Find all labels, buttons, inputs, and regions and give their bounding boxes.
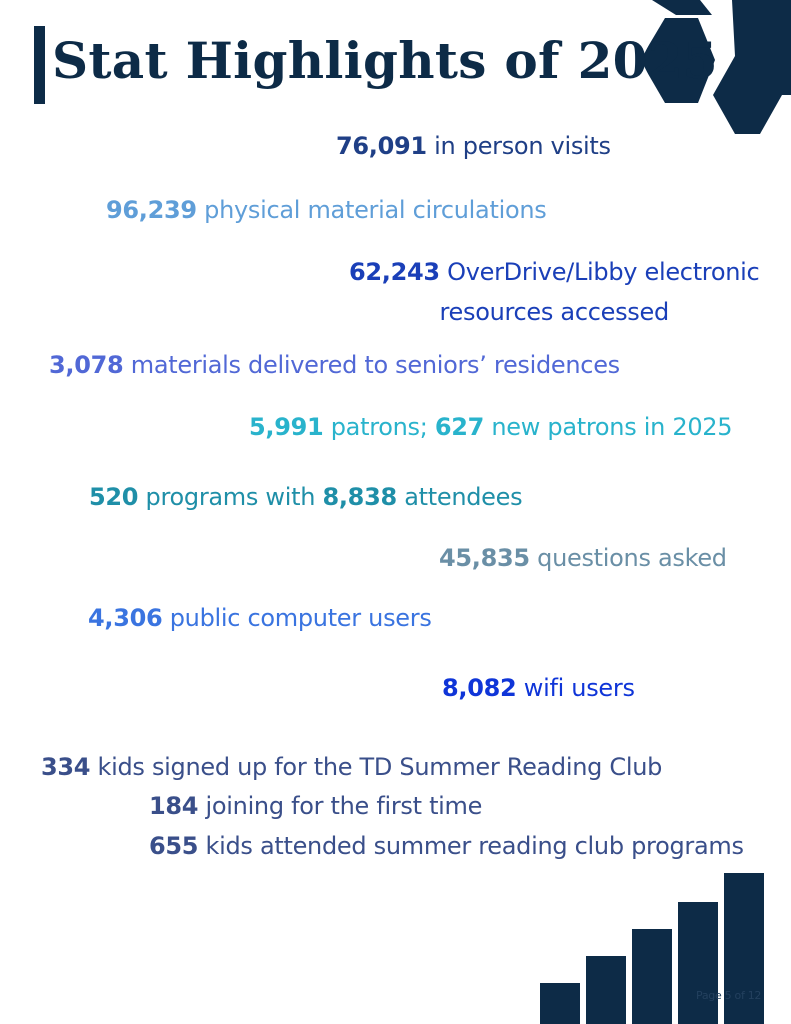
stat-label: new patrons in 2025 — [484, 413, 733, 441]
stat-label: patrons; — [323, 413, 435, 441]
stat-seniors: 3,078 materials delivered to seniors’ re… — [49, 345, 620, 385]
bar-1 — [540, 983, 580, 1024]
stat-value: 627 — [434, 413, 485, 441]
stat-value: 96,239 — [106, 196, 197, 224]
stat-label: programs with — [138, 483, 323, 511]
stat-value: 76,091 — [336, 132, 427, 160]
stat-programs: 520 programs with 8,838 attendees — [89, 477, 523, 517]
stat-label: kids signed up for the TD Summer Reading… — [90, 753, 663, 781]
stat-value: 45,835 — [439, 544, 530, 572]
stat-patrons: 5,991 patrons; 627 new patrons in 2025 — [249, 407, 733, 447]
stat-value: 62,243 — [349, 258, 440, 286]
hexagon-outline — [638, 15, 720, 106]
bar-2 — [586, 956, 626, 1024]
stat-label: questions asked — [529, 544, 727, 572]
stat-value: 8,838 — [322, 483, 397, 511]
stat-line: 62,243 OverDrive/Libby electronic — [349, 252, 760, 292]
stat-first-time: 184 joining for the first time — [149, 786, 482, 826]
bar-4 — [678, 902, 718, 1024]
stat-label: public computer users — [162, 604, 432, 632]
stat-value: 520 — [89, 483, 139, 511]
stat-label: kids attended summer reading club progra… — [198, 832, 744, 860]
stat-line: resources accessed — [349, 292, 759, 332]
stat-value: 3,078 — [49, 351, 124, 379]
stat-visits: 76,091 in person visits — [336, 126, 611, 166]
stat-label: joining for the first time — [198, 792, 483, 820]
title-accent-bar — [34, 26, 45, 104]
stat-label: in person visits — [426, 132, 611, 160]
stat-value: 8,082 — [442, 674, 517, 702]
stat-circulations: 96,239 physical material circulations — [106, 190, 547, 230]
stat-label: physical material circulations — [196, 196, 547, 224]
stat-wifi: 8,082 wifi users — [442, 668, 635, 708]
hexagon-shape — [640, 18, 715, 103]
hexagon-shape — [652, 0, 712, 15]
bar-5 — [724, 873, 764, 1024]
stat-label: attendees — [396, 483, 523, 511]
stat-computers: 4,306 public computer users — [88, 598, 432, 638]
stat-label: resources accessed — [439, 298, 669, 326]
stat-value: 184 — [149, 792, 199, 820]
stat-label: wifi users — [516, 674, 635, 702]
stat-value: 655 — [149, 832, 199, 860]
stat-summer-attended: 655 kids attended summer reading club pr… — [149, 826, 744, 866]
stat-value: 4,306 — [88, 604, 163, 632]
page-number: Page 5 of 12 — [696, 989, 762, 1002]
stat-summer-signups: 334 kids signed up for the TD Summer Rea… — [41, 747, 662, 787]
page-title: Stat Highlights of 2025 — [52, 31, 718, 90]
hexagon-shape — [713, 0, 791, 134]
stat-value: 5,991 — [249, 413, 324, 441]
stat-label: OverDrive/Libby electronic — [439, 258, 760, 286]
stat-electronic: 62,243 OverDrive/Libby electronic resour… — [349, 252, 760, 332]
stat-label: materials delivered to seniors’ residenc… — [123, 351, 620, 379]
bar-3 — [632, 929, 672, 1024]
stat-questions: 45,835 questions asked — [439, 538, 727, 578]
stat-value: 334 — [41, 753, 91, 781]
